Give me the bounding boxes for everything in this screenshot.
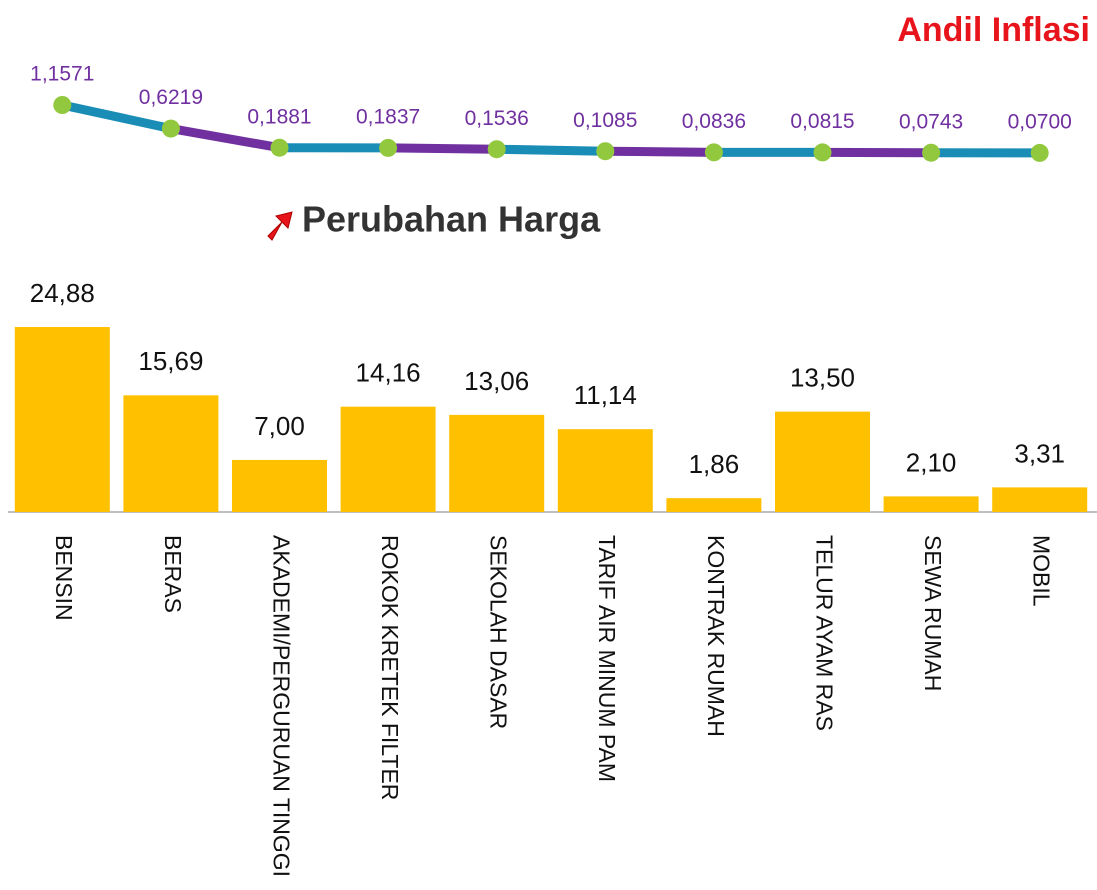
- data-label: 13,06: [464, 366, 529, 396]
- line-segment: [57, 100, 176, 134]
- data-label: 1,1571: [30, 63, 94, 86]
- bar: [14, 327, 110, 512]
- x-tick-label: SEKOLAH DASAR: [486, 535, 512, 729]
- data-label: 3,31: [1014, 438, 1065, 468]
- line-segment: [383, 143, 502, 154]
- data-label: 15,69: [138, 346, 203, 376]
- bar: [992, 487, 1088, 512]
- data-label: 7,00: [254, 411, 305, 441]
- line-marker: [270, 138, 289, 157]
- x-tick-label: MOBIL: [1029, 535, 1055, 607]
- bar: [449, 414, 545, 512]
- line-segment: [166, 124, 284, 153]
- x-tick-label: SEWA RUMAH: [920, 535, 946, 691]
- x-tick-label: TELUR AYAM RAS: [811, 535, 837, 731]
- data-label: 24,88: [30, 278, 95, 308]
- x-tick-label: BENSIN: [51, 535, 77, 621]
- line-segment: [600, 146, 719, 157]
- bar: [666, 498, 762, 512]
- bar: [883, 496, 979, 512]
- bar: [557, 429, 653, 512]
- bar: [123, 395, 219, 512]
- line-marker: [704, 143, 723, 162]
- bar: [775, 411, 870, 512]
- line-title: Andil Inflasi: [897, 11, 1090, 49]
- data-label: 1,86: [689, 449, 740, 479]
- data-label: 0,1837: [356, 105, 420, 128]
- data-label: 2,10: [906, 447, 957, 477]
- line-segment: [492, 144, 610, 156]
- line-marker: [487, 140, 506, 159]
- x-tick-label: BERAS: [160, 535, 186, 613]
- bar: [340, 406, 436, 512]
- data-label: 0,1085: [573, 109, 637, 132]
- x-tick-label: KONTRAK RUMAH: [703, 535, 729, 737]
- data-label: 0,6219: [139, 86, 203, 109]
- line-marker: [813, 143, 832, 162]
- data-label: 0,1536: [465, 107, 529, 130]
- arrow-icon: [267, 211, 293, 241]
- line-marker: [1030, 143, 1049, 162]
- x-tick-label: AKADEMI/PERGURUAN TINGGI: [268, 535, 294, 877]
- data-label: 0,1881: [247, 105, 311, 128]
- data-label: 0,0743: [899, 110, 963, 133]
- bar-title: Perubahan Harga: [302, 199, 601, 240]
- line-marker: [379, 138, 398, 157]
- line-marker: [596, 142, 615, 161]
- line-marker: [922, 143, 941, 162]
- x-tick-label: ROKOK KRETEK FILTER: [377, 535, 403, 800]
- line-marker: [161, 119, 180, 138]
- bar: [232, 459, 327, 512]
- data-label: 14,16: [356, 358, 421, 388]
- line-marker: [53, 96, 72, 114]
- data-label: 11,14: [574, 380, 637, 410]
- data-label: 0,0836: [682, 110, 746, 133]
- data-label: 0,0700: [1008, 110, 1072, 133]
- data-label: 0,0815: [790, 110, 854, 133]
- data-label: 13,50: [790, 362, 855, 392]
- x-tick-label: TARIF AIR MINUM PAM: [594, 535, 620, 782]
